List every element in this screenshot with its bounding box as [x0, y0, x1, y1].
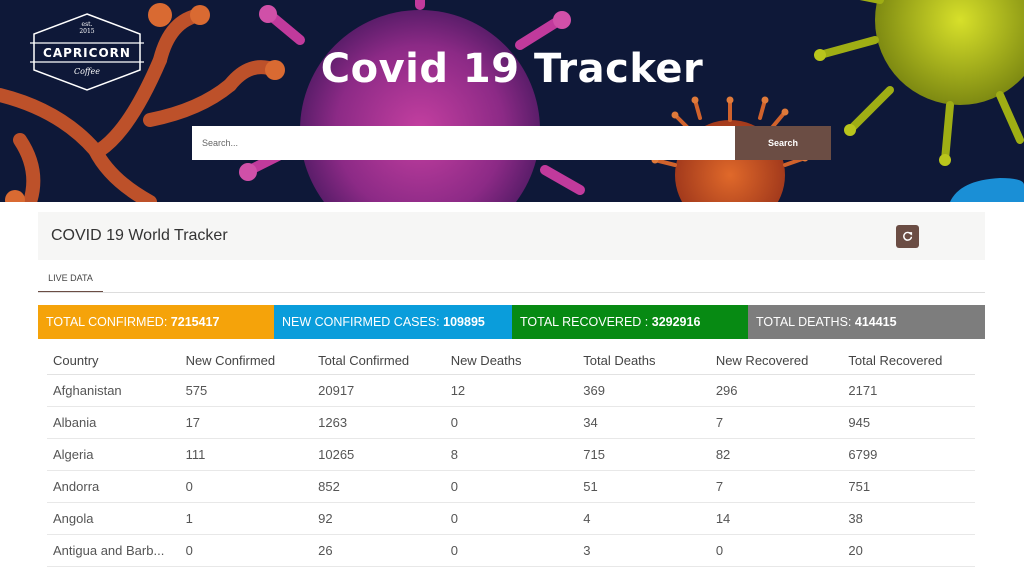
cell-new-deaths: 8 [444, 438, 578, 471]
stat-value: 414415 [854, 315, 897, 329]
cell-total-confirmed: 26 [312, 534, 445, 567]
cell-new-deaths: 12 [444, 374, 578, 407]
cell-total-confirmed: 10265 [312, 438, 445, 471]
logo-est: est. [81, 21, 93, 28]
cell-country: Afghanistan [47, 374, 180, 407]
cell-total-deaths: 34 [577, 406, 710, 439]
col-total-recovered[interactable]: Total Recovered [842, 348, 975, 375]
stats-bar: TOTAL CONFIRMED: 7215417 NEW CONFIRMED C… [38, 305, 985, 339]
cell-total-confirmed: 92 [312, 502, 445, 535]
tab-live-data[interactable]: LIVE DATA [38, 266, 103, 293]
cell-country: Antigua and Barb... [47, 534, 180, 567]
cell-total-deaths: 3 [577, 534, 710, 567]
stat-new-confirmed: NEW CONFIRMED CASES: 109895 [274, 305, 512, 339]
cell-new-recovered: 7 [709, 470, 843, 503]
cell-country: Algeria [47, 438, 180, 471]
cell-total-confirmed: 852 [312, 470, 445, 503]
cell-new-deaths: 0 [444, 470, 578, 503]
logo-year: 2015 [79, 28, 95, 35]
stat-value: 109895 [443, 315, 485, 329]
cell-new-recovered: 82 [709, 438, 843, 471]
cell-new-confirmed: 0 [179, 534, 313, 567]
card-title: COVID 19 World Tracker [51, 227, 228, 244]
stat-total-recovered: TOTAL RECOVERED : 3292916 [512, 305, 748, 339]
cell-total-recovered: 6799 [842, 438, 975, 471]
country-table: Country New Confirmed Total Confirmed Ne… [47, 348, 975, 567]
col-new-recovered[interactable]: New Recovered [709, 348, 843, 375]
table-header-row: Country New Confirmed Total Confirmed Ne… [47, 348, 975, 375]
table-row[interactable]: Afghanistan 575 20917 12 369 296 2171 [47, 374, 975, 407]
tracker-card-header: COVID 19 World Tracker [38, 212, 985, 260]
logo-hexagon-icon [30, 13, 144, 91]
stat-total-deaths: TOTAL DEATHS: 414415 [748, 305, 985, 339]
table-row[interactable]: Algeria 111 10265 8 715 82 6799 [47, 438, 975, 471]
cell-country: Angola [47, 502, 180, 535]
cell-new-confirmed: 575 [179, 374, 313, 407]
stat-label: TOTAL RECOVERED : [520, 315, 649, 329]
cell-new-deaths: 0 [444, 502, 578, 535]
cell-total-confirmed: 1263 [312, 406, 445, 439]
cell-new-recovered: 0 [709, 534, 843, 567]
stat-label: TOTAL DEATHS: [756, 315, 852, 329]
table-row[interactable]: Albania 17 1263 0 34 7 945 [47, 406, 975, 439]
search-button[interactable]: Search [735, 126, 831, 160]
cell-new-confirmed: 17 [179, 406, 313, 439]
cell-new-deaths: 0 [444, 534, 578, 567]
col-total-deaths[interactable]: Total Deaths [577, 348, 710, 375]
cell-total-recovered: 2171 [842, 374, 975, 407]
cell-total-recovered: 20 [842, 534, 975, 567]
virus-background-icon [0, 0, 1024, 202]
cell-total-deaths: 51 [577, 470, 710, 503]
logo-name: CAPRICORN [43, 46, 131, 60]
col-country[interactable]: Country [47, 348, 180, 375]
stat-value: 3292916 [651, 315, 701, 329]
table-row[interactable]: Antigua and Barb... 0 26 0 3 0 20 [47, 534, 975, 567]
cell-new-recovered: 296 [709, 374, 843, 407]
tabs-divider [38, 292, 985, 293]
refresh-button[interactable] [896, 225, 919, 248]
cell-country: Andorra [47, 470, 180, 503]
cell-total-deaths: 715 [577, 438, 710, 471]
capricorn-logo[interactable]: est. 2015 CAPRICORN Coffee [30, 12, 144, 92]
search-input[interactable] [192, 126, 735, 160]
table-row[interactable]: Andorra 0 852 0 51 7 751 [47, 470, 975, 503]
col-new-confirmed[interactable]: New Confirmed [179, 348, 313, 375]
stat-total-confirmed: TOTAL CONFIRMED: 7215417 [38, 305, 274, 339]
table-row[interactable]: Angola 1 92 0 4 14 38 [47, 502, 975, 535]
col-new-deaths[interactable]: New Deaths [444, 348, 578, 375]
cell-total-confirmed: 20917 [312, 374, 445, 407]
cell-new-recovered: 7 [709, 406, 843, 439]
cell-new-recovered: 14 [709, 502, 843, 535]
col-total-confirmed[interactable]: Total Confirmed [312, 348, 445, 375]
stat-label: TOTAL CONFIRMED: [46, 315, 168, 329]
refresh-icon [903, 231, 913, 241]
logo-sub: Coffee [73, 67, 101, 76]
cell-new-deaths: 0 [444, 406, 578, 439]
hero-banner: est. 2015 CAPRICORN Coffee Covid 19 Trac… [0, 0, 1024, 202]
cell-country: Albania [47, 406, 180, 439]
cell-new-confirmed: 111 [179, 438, 313, 471]
cell-total-deaths: 369 [577, 374, 710, 407]
cell-total-recovered: 38 [842, 502, 975, 535]
cell-total-recovered: 751 [842, 470, 975, 503]
stat-label: NEW CONFIRMED CASES: [282, 315, 440, 329]
cell-new-confirmed: 0 [179, 470, 313, 503]
cell-total-deaths: 4 [577, 502, 710, 535]
stat-value: 7215417 [170, 315, 220, 329]
cell-total-recovered: 945 [842, 406, 975, 439]
page-title: Covid 19 Tracker [320, 46, 704, 92]
cell-new-confirmed: 1 [179, 502, 313, 535]
